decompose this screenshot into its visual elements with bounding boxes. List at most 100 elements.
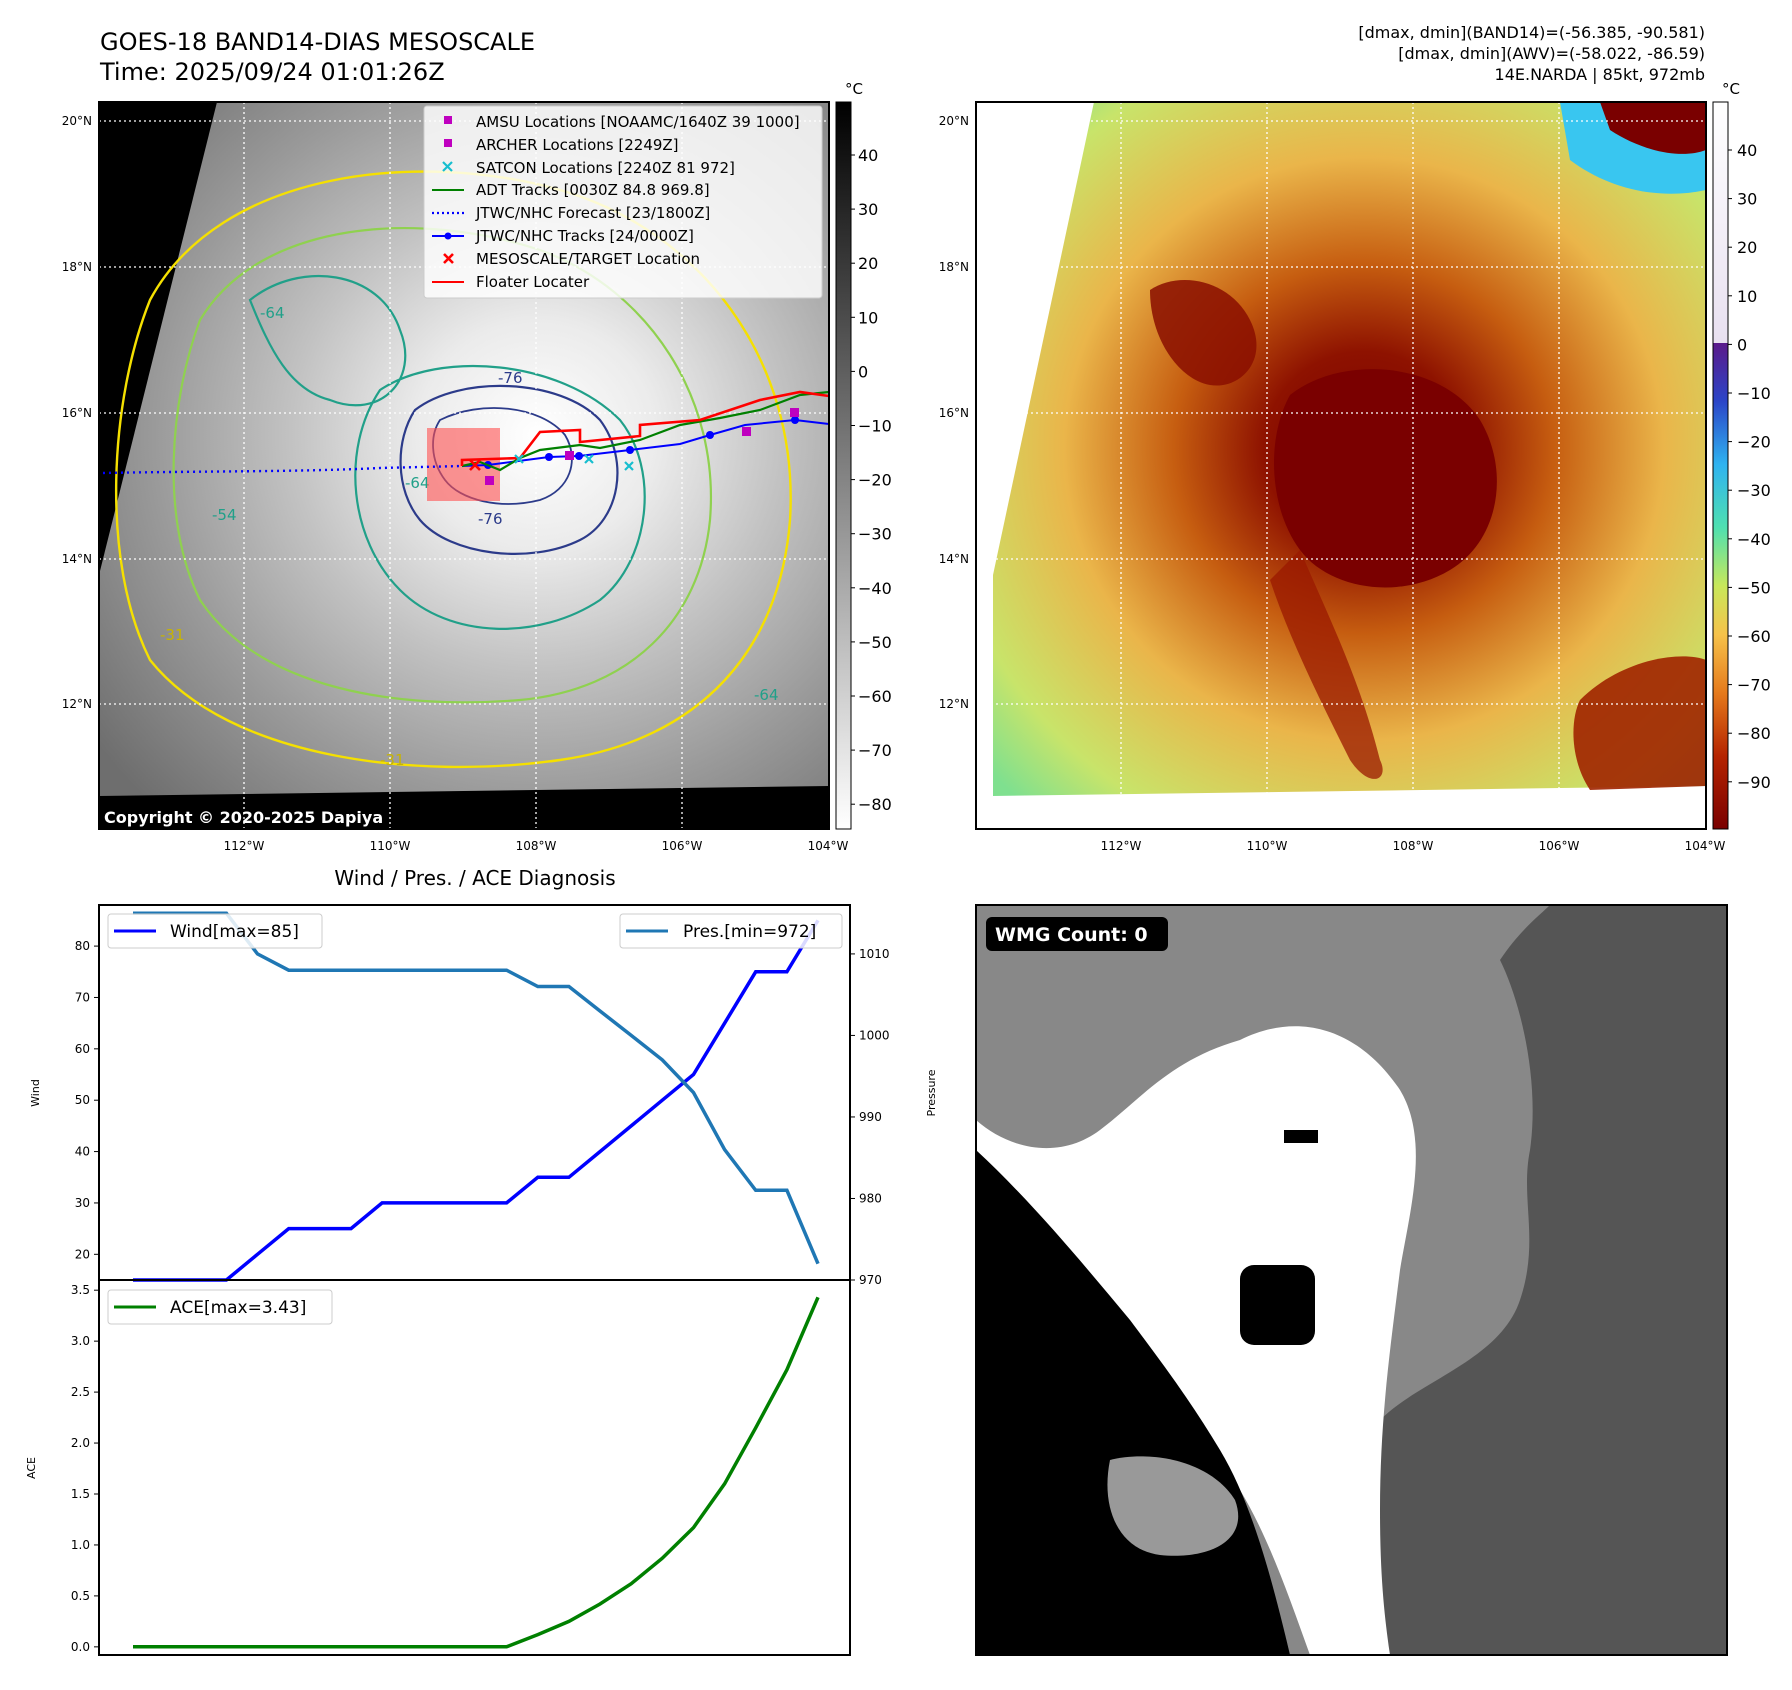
ir-map-panel: -64 -76 -76 -64 -54 -31 -31 -64	[62, 101, 849, 853]
wmg-dark-region	[1368, 905, 1727, 1655]
pressure-legend-label: Pres.[min=972]	[683, 922, 816, 942]
ir-colorbar-ticks: 40 30 20 10 0 −10 −20 −30 −40 −50 −60 −70 −80	[851, 146, 892, 814]
ace-series-line	[133, 1296, 820, 1649]
colorbar-tick-label: 0	[858, 362, 868, 381]
awv-gridlines	[976, 102, 1706, 829]
colorbar-tick-label: −70	[858, 741, 892, 760]
wmg-frame	[975, 904, 1728, 1656]
colorbar-tick-label: −90	[1737, 773, 1771, 792]
colorbar-tick-label: 20	[1737, 238, 1757, 257]
wind-pressure-series	[133, 911, 820, 1282]
wind-tick-label: 70	[75, 990, 90, 1004]
colorbar-tick-label: 30	[858, 200, 878, 219]
colorbar-tick-label: −60	[858, 687, 892, 706]
colorbar-tick-label: −80	[858, 795, 892, 814]
colorbar-tick-label: −50	[1737, 578, 1771, 597]
wind-axis-label: Wind	[29, 1079, 42, 1107]
awv-eye-region	[1273, 369, 1497, 588]
ace-tick-label: 1.5	[71, 1487, 90, 1501]
archer-amsu-markers	[485, 408, 799, 485]
lat-label: 18°N	[939, 260, 969, 274]
legend-floater: Floater Locater	[476, 273, 590, 291]
lat-label: 16°N	[62, 406, 92, 420]
contour-label: -76	[498, 369, 523, 387]
colorbar-tick-label: 20	[858, 254, 878, 273]
legend-adt: ADT Tracks [0030Z 84.8 969.8]	[476, 181, 710, 199]
awv-spiral-band	[1270, 550, 1383, 779]
ace-y-ticks: 0.0 0.5 1.0 1.5 2.0 2.5 3.0 3.5	[71, 1283, 99, 1654]
legend-archer-marker	[444, 139, 452, 147]
wind-plot-frame	[98, 904, 851, 1281]
satcon-markers	[514, 454, 634, 471]
ace-legend-label: ACE[max=3.43]	[170, 1298, 306, 1318]
lat-label: 12°N	[939, 697, 969, 711]
wmg-count-label: WMG Count: 0	[995, 924, 1148, 946]
colorbar-tick-label: −10	[858, 417, 892, 436]
awv-bottom-right-dark	[1573, 656, 1706, 790]
jtwc-nhc-track-points	[484, 416, 799, 469]
pressure-tick-label: 990	[859, 1110, 882, 1124]
ace-tick-label: 0.0	[71, 1640, 90, 1654]
colorbar-tick-label: −20	[858, 471, 892, 490]
colorbar-tick-label: −60	[1737, 627, 1771, 646]
wind-tick-label: 30	[75, 1196, 90, 1210]
contour-label: -64	[754, 686, 779, 704]
wind-series-line	[133, 919, 820, 1282]
awv-colorbar-unit: °C	[1722, 80, 1740, 98]
colorbar-tick-label: −20	[1737, 433, 1771, 452]
colorbar-tick-label: 40	[858, 146, 878, 165]
lat-label: 20°N	[939, 114, 969, 128]
figure-title: GOES-18 BAND14-DIAS MESOSCALE	[100, 28, 535, 56]
pressure-tick-label: 980	[859, 1191, 882, 1205]
contour-label: -54	[212, 506, 237, 524]
awv-colorbar: °C 40 30 20 10 0 −10 −20 −30 −40 −50 −60 −70 −80 −90	[1712, 80, 1771, 830]
ace-tick-label: 2.0	[71, 1436, 90, 1450]
colorbar-tick-label: −30	[1737, 481, 1771, 500]
lat-label: 14°N	[939, 552, 969, 566]
wind-legend-box	[107, 913, 323, 949]
copyright-text: Copyright © 2020-2025 Dapiya	[104, 808, 383, 827]
lon-label: 104°W	[808, 839, 849, 853]
colorbar-tick-label: −10	[1737, 384, 1771, 403]
ace-tick-label: 0.5	[71, 1589, 90, 1603]
awv-lon-labels: 112°W 110°W 108°W 106°W 104°W	[1101, 839, 1726, 853]
ace-chart: ACE 0.0 0.5 1.0 1.5 2.0 2.5 3.0 3.5 ACE[max=3.4…	[25, 1279, 851, 1656]
contour-label: -31	[380, 751, 405, 769]
legend-amsu-marker	[444, 116, 452, 124]
ir-lat-labels: 20°N 18°N 16°N 14°N 12°N	[62, 114, 92, 711]
lon-label: 108°W	[1393, 839, 1434, 853]
lat-label: 16°N	[939, 406, 969, 420]
colorbar-tick-label: −40	[858, 579, 892, 598]
pressure-y-ticks: 970 980 990 1000 1010	[850, 947, 890, 1287]
adt-track	[461, 390, 829, 472]
colorbar-tick-label: 30	[1737, 190, 1757, 209]
lon-label: 110°W	[1247, 839, 1288, 853]
pressure-series-line	[133, 911, 820, 1265]
colorbar-tick-label: −50	[858, 633, 892, 652]
ir-colorbar: °C 40 30 20 10 0 −10 −20 −30 −40 −50 −60 −70 −80	[835, 80, 892, 830]
pressure-tick-label: 1010	[859, 947, 890, 961]
ace-axis-label: ACE	[25, 1457, 38, 1479]
pressure-tick-label: 1000	[859, 1028, 890, 1042]
wind-legend-label: Wind[max=85]	[170, 922, 299, 942]
colorbar-tick-label: 10	[858, 308, 878, 327]
lon-label: 106°W	[662, 839, 703, 853]
figure-time: Time: 2025/09/24 01:01:26Z	[99, 58, 445, 86]
awv-map-panel: 20°N 18°N 16°N 14°N 12°N 112°W 110°W 108…	[939, 101, 1726, 853]
diagnosis-title: Wind / Pres. / ACE Diagnosis	[334, 866, 615, 890]
legend-archer: ARCHER Locations [2249Z]	[476, 136, 679, 154]
info-storm: 14E.NARDA | 85kt, 972mb	[1495, 65, 1705, 84]
legend-box	[423, 105, 823, 299]
ace-tick-label: 2.5	[71, 1385, 90, 1399]
legend-jtwc: JTWC/NHC Tracks [24/0000Z]	[475, 227, 694, 245]
wind-tick-label: 40	[75, 1145, 90, 1159]
contour-label: -31	[160, 626, 185, 644]
lon-label: 112°W	[224, 839, 265, 853]
wind-tick-label: 20	[75, 1247, 90, 1261]
contour-label: -64	[260, 304, 285, 322]
colorbar-tick-label: 10	[1737, 287, 1757, 306]
awv-colorbar-frame	[1712, 101, 1729, 830]
awv-colorbar-upper	[1713, 102, 1728, 343]
ir-lon-labels: 112°W 110°W 108°W 106°W 104°W	[224, 839, 849, 853]
